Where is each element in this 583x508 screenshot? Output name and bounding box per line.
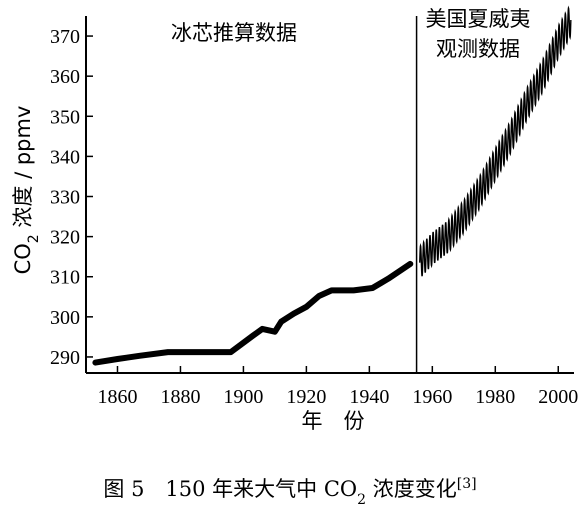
caption-ref: [3] — [457, 476, 477, 492]
y-tick-label: 300 — [50, 307, 80, 329]
y-axis-title: CO2 浓度 / ppmv — [11, 106, 42, 275]
x-tick-label: 1900 — [223, 386, 263, 408]
plot-area — [92, 5, 572, 366]
hawaii-annotation-line1: 美国夏威夷 — [426, 7, 531, 31]
y-axis-title-prefix: CO — [11, 243, 35, 274]
ice-core-series-line — [92, 260, 414, 366]
x-ticks: 1860 1880 1900 1920 1940 1960 1980 2000 — [97, 366, 578, 408]
mauna-loa-series-line — [419, 5, 572, 277]
x-tick-label: 1980 — [475, 386, 515, 408]
y-tick-label: 330 — [50, 187, 80, 209]
x-axis-title: 年 份 — [302, 409, 365, 433]
y-tick-label: 370 — [50, 26, 80, 48]
y-tick-label: 340 — [50, 146, 80, 168]
y-tick-label: 310 — [50, 267, 80, 289]
x-tick-label: 1940 — [349, 386, 389, 408]
x-tick-label: 1960 — [412, 386, 452, 408]
caption-sub: 2 — [357, 492, 366, 508]
x-tick-label: 1920 — [286, 386, 326, 408]
y-ticks: 290 300 310 320 330 340 350 360 370 — [50, 26, 93, 369]
x-tick-label: 1860 — [97, 386, 137, 408]
y-axis-title-suffix: 浓度 / ppmv — [11, 106, 35, 235]
ice-core-annotation: 冰芯推算数据 — [171, 21, 297, 45]
x-tick-label: 2000 — [538, 386, 578, 408]
x-tick-label: 1880 — [160, 386, 200, 408]
y-tick-label: 290 — [50, 347, 80, 369]
y-axis-title-sub: 2 — [26, 234, 42, 243]
figure-caption: 图 5 150 年来大气中 CO2 浓度变化[3] — [103, 476, 476, 508]
y-tick-label: 360 — [50, 66, 80, 88]
y-tick-label: 320 — [50, 227, 80, 249]
axes — [85, 16, 574, 374]
caption-prefix: 图 5 150 年来大气中 CO — [103, 477, 357, 501]
hawaii-annotation-line2: 观测数据 — [436, 37, 520, 61]
y-tick-label: 350 — [50, 106, 80, 128]
caption-suffix: 浓度变化 — [366, 477, 457, 501]
